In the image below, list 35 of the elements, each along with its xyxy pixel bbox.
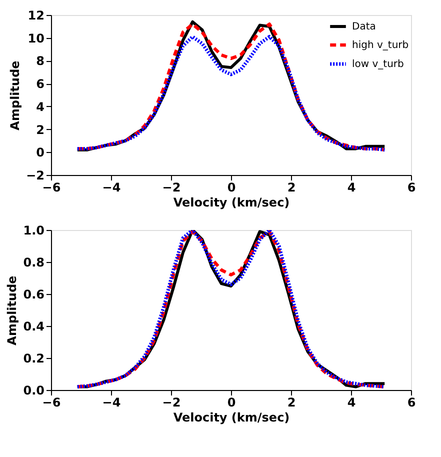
- x-axis-title: Velocity (km/sec): [173, 410, 290, 424]
- y-tick-label: 0.4: [23, 320, 44, 334]
- y-tick-label: 1.0: [23, 224, 44, 238]
- x-tick-label: −4: [102, 396, 121, 410]
- x-tick-label: 4: [347, 180, 356, 194]
- x-tick-label: 0: [227, 396, 236, 410]
- y-axis-title: Amplitude: [5, 276, 20, 346]
- x-tick-label: −6: [42, 396, 61, 410]
- x-tick-label: −4: [102, 180, 121, 194]
- legend-label: Data: [352, 22, 376, 32]
- x-tick-label: 6: [407, 396, 416, 410]
- x-axis-title: Velocity (km/sec): [173, 196, 290, 210]
- x-tick-label: 6: [407, 180, 416, 194]
- y-tick-label: 6: [36, 77, 44, 92]
- x-tick-label: 2: [287, 180, 296, 194]
- x-tick-label: −6: [42, 180, 61, 194]
- y-tick-label: 4: [36, 100, 44, 114]
- x-tick-label: 0: [227, 180, 236, 194]
- x-tick-label: −2: [162, 396, 181, 410]
- y-tick-label: 0.6: [23, 288, 44, 302]
- y-tick-label: −2: [26, 168, 44, 182]
- y-tick-label: 2: [36, 122, 44, 137]
- y-tick-label: 0.8: [23, 256, 44, 270]
- y-axis-title: Amplitude: [8, 60, 22, 130]
- y-tick-label: 0.0: [23, 384, 44, 398]
- legend-label: low v_turb: [352, 59, 404, 70]
- legend-label: high v_turb: [352, 40, 409, 51]
- y-tick-label: 0: [36, 146, 44, 160]
- x-tick-label: −2: [162, 180, 181, 194]
- y-tick-label: 8: [36, 54, 44, 68]
- y-tick-label: 0.2: [23, 352, 44, 366]
- x-tick-label: 4: [347, 396, 356, 410]
- x-tick-label: 2: [287, 396, 296, 410]
- y-tick-label: 12: [28, 8, 44, 22]
- y-tick-label: 10: [28, 31, 44, 46]
